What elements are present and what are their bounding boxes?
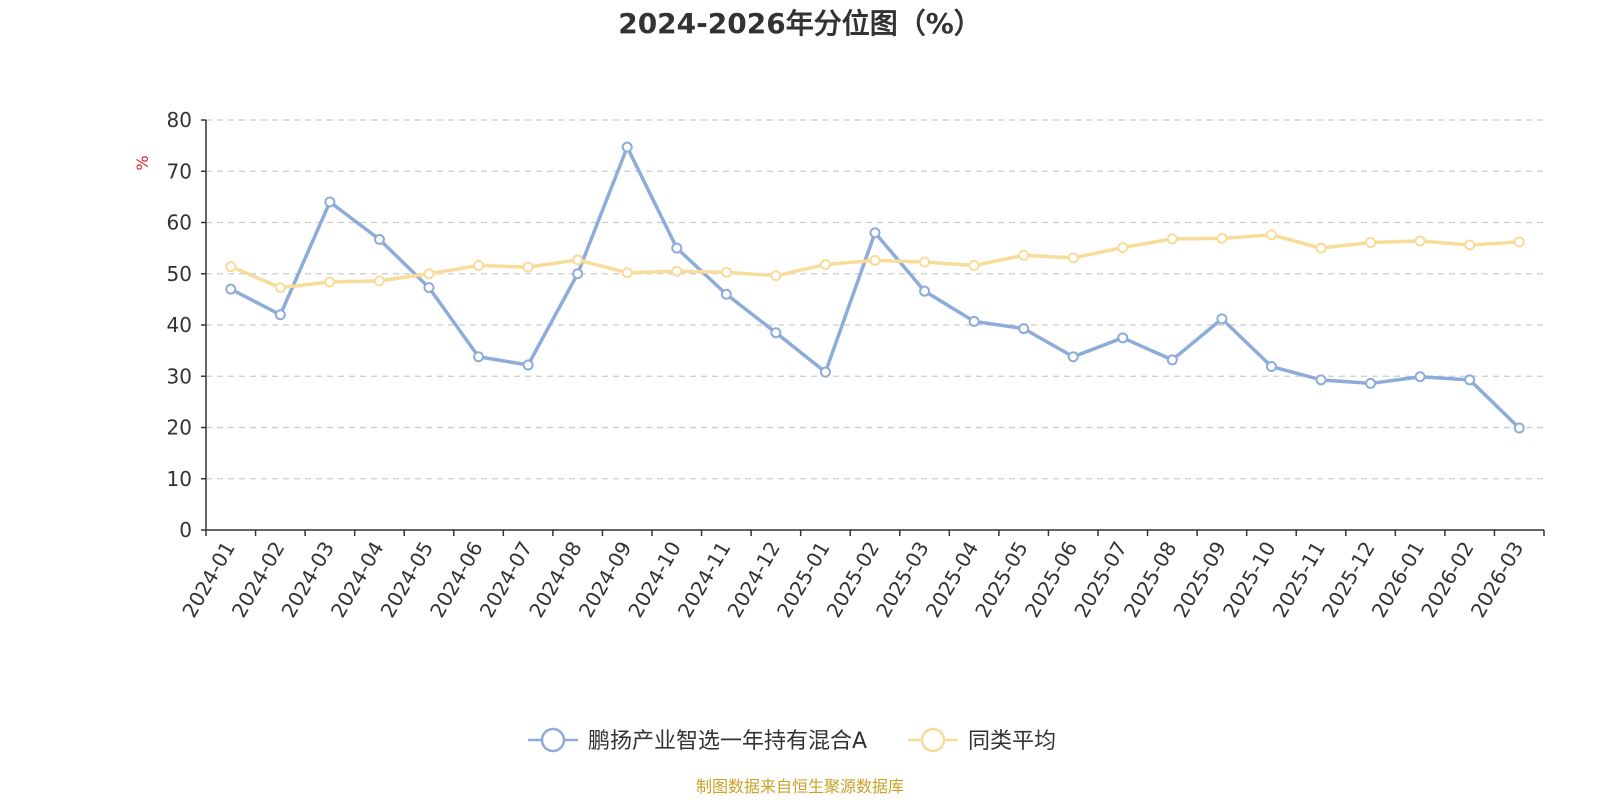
data-point[interactable] — [621, 141, 633, 153]
data-point[interactable] — [919, 285, 931, 297]
source-note: 制图数据来自恒生聚源数据库 — [696, 777, 904, 796]
data-point[interactable] — [1117, 242, 1129, 254]
y-axis-ticks: 0 10 20 30 40 50 60 70 80 — [167, 108, 206, 542]
data-point[interactable] — [522, 359, 534, 371]
data-point[interactable] — [869, 227, 881, 239]
y-tick-label: 20 — [167, 416, 192, 440]
data-point[interactable] — [819, 259, 831, 271]
data-point[interactable] — [1216, 232, 1228, 244]
data-point[interactable] — [473, 351, 485, 363]
data-point[interactable] — [671, 242, 683, 254]
y-tick-label: 60 — [167, 211, 192, 235]
data-point[interactable] — [621, 267, 633, 279]
data-point[interactable] — [770, 327, 782, 339]
data-point[interactable] — [1265, 361, 1277, 373]
data-point[interactable] — [572, 268, 584, 280]
y-tick-label: 80 — [167, 108, 192, 132]
y-tick-label: 0 — [179, 518, 192, 542]
data-point[interactable] — [720, 266, 732, 278]
legend-label: 同类平均 — [968, 729, 1056, 754]
data-point[interactable] — [373, 275, 385, 287]
data-point[interactable] — [919, 256, 931, 268]
data-point[interactable] — [968, 315, 980, 327]
data-point[interactable] — [1365, 377, 1377, 389]
legend[interactable]: 鹏扬产业智选一年持有混合A 同类平均 — [528, 727, 1056, 754]
data-point[interactable] — [819, 366, 831, 378]
data-point[interactable] — [1414, 371, 1426, 383]
data-point[interactable] — [274, 309, 286, 321]
data-point[interactable] — [1216, 313, 1228, 325]
y-axis-unit-label: % — [133, 155, 152, 170]
data-point[interactable] — [1464, 239, 1476, 251]
y-tick-label: 70 — [167, 159, 192, 183]
data-point[interactable] — [225, 261, 237, 273]
data-point[interactable] — [1166, 354, 1178, 366]
data-point[interactable] — [968, 260, 980, 272]
data-point[interactable] — [1414, 235, 1426, 247]
y-tick-label: 50 — [167, 262, 192, 286]
data-point[interactable] — [1315, 374, 1327, 386]
data-point[interactable] — [1315, 242, 1327, 254]
data-point[interactable] — [1464, 374, 1476, 386]
data-point[interactable] — [373, 233, 385, 245]
data-point[interactable] — [1265, 229, 1277, 241]
data-point[interactable] — [274, 282, 286, 294]
y-tick-label: 40 — [167, 313, 192, 337]
data-point[interactable] — [1067, 351, 1079, 363]
data-point[interactable] — [671, 265, 683, 277]
legend-item[interactable]: 鹏扬产业智选一年持有混合A — [528, 727, 867, 754]
data-point[interactable] — [1117, 332, 1129, 344]
data-point[interactable] — [473, 260, 485, 272]
data-point[interactable] — [324, 276, 336, 288]
data-point[interactable] — [1513, 422, 1525, 434]
legend-marker — [540, 727, 566, 753]
data-point[interactable] — [572, 254, 584, 266]
chart-title: 2024-2026年分位图（%） — [618, 7, 982, 40]
x-axis-ticks: 2024-012024-022024-032024-042024-052024-… — [177, 530, 1545, 622]
data-point[interactable] — [1067, 252, 1079, 264]
data-point[interactable] — [1166, 233, 1178, 245]
legend-marker — [920, 727, 946, 753]
data-point[interactable] — [770, 270, 782, 282]
y-tick-label: 30 — [167, 364, 192, 388]
data-point[interactable] — [869, 254, 881, 266]
data-point[interactable] — [324, 196, 336, 208]
data-point[interactable] — [1018, 249, 1030, 261]
data-point[interactable] — [1365, 236, 1377, 248]
data-point[interactable] — [1018, 323, 1030, 335]
axes — [205, 120, 1544, 531]
y-tick-label: 10 — [167, 467, 192, 491]
data-point[interactable] — [522, 261, 534, 273]
data-point[interactable] — [423, 282, 435, 294]
data-point[interactable] — [720, 288, 732, 300]
data-point[interactable] — [1513, 236, 1525, 248]
grid-lines — [206, 119, 1544, 480]
data-point[interactable] — [423, 268, 435, 280]
data-point[interactable] — [225, 283, 237, 295]
series-points — [225, 141, 1525, 434]
legend-label: 鹏扬产业智选一年持有混合A — [588, 729, 867, 754]
legend-item[interactable]: 同类平均 — [908, 727, 1056, 754]
